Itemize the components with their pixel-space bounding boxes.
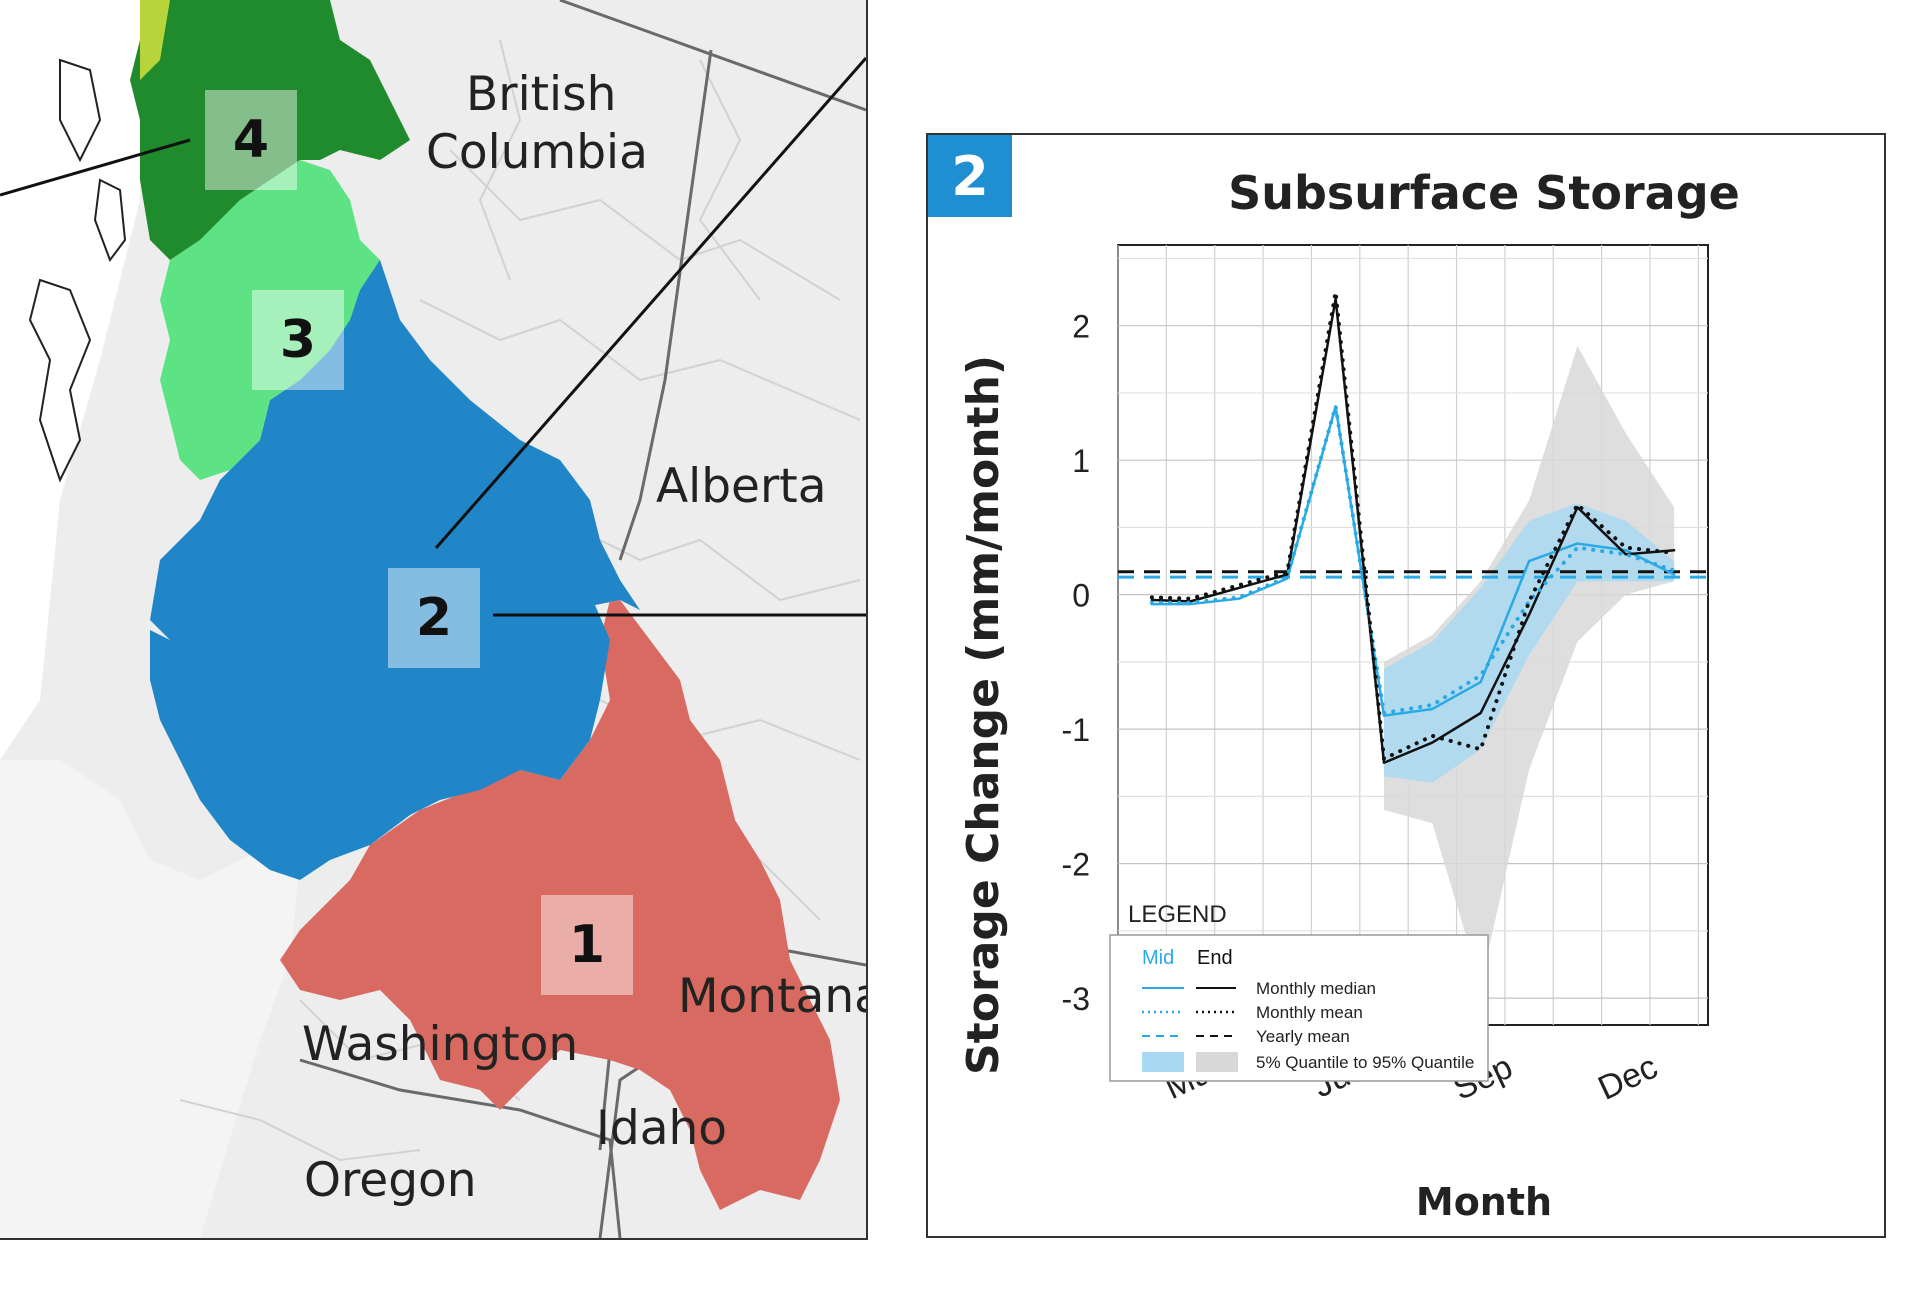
series-lines xyxy=(1149,290,1677,765)
legend-end-heading: End xyxy=(1197,947,1233,969)
storage-chart: Subsurface Storage -3-2-1012MarJunSepDec… xyxy=(958,166,1740,1224)
coast-lowland xyxy=(0,760,300,1238)
legend: LEGEND Mid End Monthly median Monthly me… xyxy=(1109,901,1489,1082)
label-idaho: Idaho xyxy=(596,1101,728,1156)
series-line xyxy=(1150,405,1676,717)
y-tick-label: -3 xyxy=(1062,981,1090,1017)
series-line xyxy=(1149,290,1677,761)
chart-panel: Subsurface Storage -3-2-1012MarJunSepDec… xyxy=(926,133,1886,1238)
series-line xyxy=(1150,297,1676,765)
legend-row-median: Monthly median xyxy=(1256,979,1376,998)
y-tick-label: -1 xyxy=(1062,712,1090,748)
x-axis-label: Month xyxy=(1416,1180,1552,1224)
legend-end-band xyxy=(1196,1052,1238,1072)
map-panel: 4 3 2 1 British Columbia Alberta Washing… xyxy=(0,0,868,1240)
quantile-band xyxy=(1383,345,1675,985)
legend-mid-heading: Mid xyxy=(1142,947,1174,969)
region-3-area xyxy=(160,160,380,480)
label-washington: Washington xyxy=(302,1017,579,1072)
series-line xyxy=(1149,404,1677,715)
legend-heading: LEGEND xyxy=(1128,901,1227,928)
region-3-label: 3 xyxy=(252,290,344,390)
label-montana: Montana xyxy=(678,969,868,1024)
region-4-area xyxy=(130,0,410,260)
region-5-area xyxy=(140,0,170,80)
x-tick-label: Dec xyxy=(1592,1048,1663,1108)
region-2-area xyxy=(150,260,640,880)
legend-row-yearly: Yearly mean xyxy=(1256,1027,1350,1046)
panel-number-badge: 2 xyxy=(928,135,1012,217)
legend-row-mean: Monthly mean xyxy=(1256,1003,1363,1022)
label-alberta: Alberta xyxy=(656,459,827,514)
label-columbia: Columbia xyxy=(426,125,648,180)
leader-lines xyxy=(0,57,866,617)
y-tick-label: 2 xyxy=(1072,309,1090,345)
y-tick-label: 1 xyxy=(1072,443,1090,479)
basin-map xyxy=(0,0,866,1238)
vancouver-island xyxy=(150,630,300,840)
y-tick-label: -2 xyxy=(1062,847,1090,883)
region-1-area xyxy=(280,600,840,1210)
legend-mid-band xyxy=(1142,1052,1184,1072)
chart-title: Subsurface Storage xyxy=(1228,166,1740,220)
label-british: British xyxy=(466,67,617,122)
yearly-mean-lines xyxy=(1118,570,1708,579)
y-axis-label: Storage Change (mm/month) xyxy=(958,355,1009,1075)
label-oregon: Oregon xyxy=(304,1153,477,1208)
region-1-label: 1 xyxy=(541,895,633,995)
plot-frame xyxy=(1117,244,1709,1026)
region-2-label: 2 xyxy=(388,568,480,668)
coastal-islands xyxy=(28,58,127,483)
region-4-label: 4 xyxy=(205,90,297,190)
legend-row-band: 5% Quantile to 95% Quantile xyxy=(1256,1053,1474,1072)
y-tick-label: 0 xyxy=(1072,578,1090,614)
